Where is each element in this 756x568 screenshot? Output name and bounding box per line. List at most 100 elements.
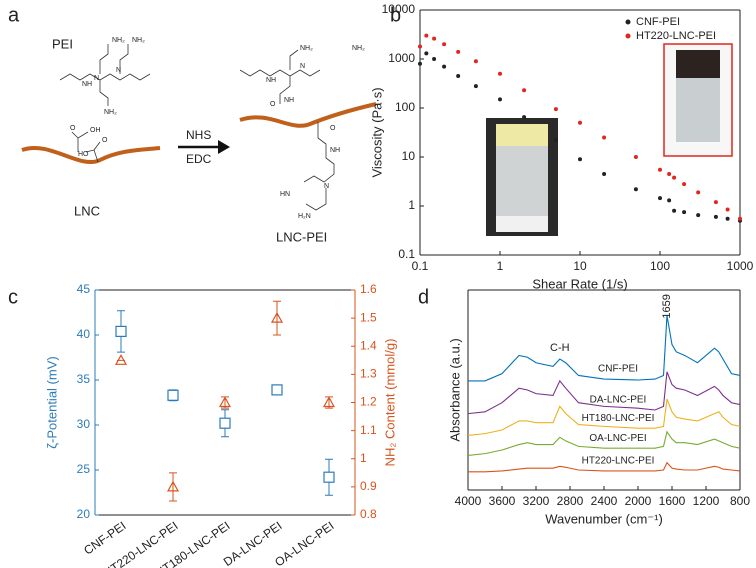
data-point xyxy=(658,196,662,201)
y-axis-label: Viscosity (Pa·s) xyxy=(369,87,384,177)
y-tick-label: 40 xyxy=(77,327,91,341)
error-bar xyxy=(273,300,281,336)
inset-photos xyxy=(486,43,733,236)
data-point xyxy=(498,71,502,76)
annotation: 1659 xyxy=(661,294,673,318)
x-axis-label: Wavenumber (cm⁻¹) xyxy=(545,511,663,526)
data-point xyxy=(432,36,437,41)
y2-tick-label: 1.1 xyxy=(360,423,377,437)
data-point xyxy=(633,155,638,159)
x-tick-label: 100 xyxy=(650,259,670,273)
product: LNC-PEI xyxy=(276,229,327,244)
y-tick-label: 45 xyxy=(77,282,91,296)
y-tick-label: 100 xyxy=(395,100,415,114)
chem-label: N xyxy=(94,75,99,82)
x-tick-label: 800 xyxy=(730,494,750,508)
chem-label: N xyxy=(300,63,305,70)
condition: NHS xyxy=(186,128,211,142)
data-point xyxy=(578,120,582,125)
condition: EDC xyxy=(186,152,212,166)
y-tick-label: 1000 xyxy=(388,51,415,65)
arrow-head xyxy=(218,140,230,154)
y-axis-label: Absorbance (a.u.) xyxy=(447,338,462,441)
chem-label: NH₂ xyxy=(104,109,117,116)
data-point xyxy=(473,84,478,89)
spectrum xyxy=(467,430,741,457)
chem-label: NH₂ xyxy=(132,37,145,44)
product-structure xyxy=(239,49,335,211)
data-point xyxy=(473,59,478,64)
y-axis-label: ζ-Potential (mV) xyxy=(44,356,59,448)
series-label: DA-LNC-PEI xyxy=(590,395,647,406)
y-tick-label: 30 xyxy=(77,417,91,431)
data-point xyxy=(218,396,232,408)
data-point xyxy=(522,115,527,120)
y-tick-label: 0.1 xyxy=(398,247,415,261)
chem-label: N xyxy=(116,67,121,74)
y-tick-label: 20 xyxy=(77,507,91,521)
photo-cap xyxy=(496,124,548,146)
chem-label: O xyxy=(330,125,336,132)
photo-cap xyxy=(676,50,720,78)
panel-label: b xyxy=(390,4,401,26)
chem-label: H₂N xyxy=(298,213,311,220)
pei-structure xyxy=(59,44,151,106)
chem-label: NH xyxy=(82,81,92,88)
data-point xyxy=(713,200,718,205)
photo-base xyxy=(496,216,548,232)
chem-label: NH xyxy=(330,147,340,154)
chem-label: O xyxy=(70,125,76,132)
y2-tick-label: 1.2 xyxy=(360,395,377,409)
y2-tick-label: 1.3 xyxy=(360,367,377,381)
data-point xyxy=(725,216,730,221)
data-point xyxy=(667,198,672,203)
data-point xyxy=(672,175,677,180)
x-axis-label: Shear Rate (1/s) xyxy=(532,276,627,291)
data-point xyxy=(553,107,558,112)
x-tick-label: 1200 xyxy=(693,494,720,508)
substrate: LNC xyxy=(74,203,100,218)
y2-tick-label: 1.4 xyxy=(360,338,377,352)
lnc-chain xyxy=(239,102,377,128)
data-point xyxy=(270,311,284,323)
data-point xyxy=(682,182,687,187)
y-tick-label: 10 xyxy=(402,149,416,163)
data-point xyxy=(672,208,677,213)
data-point xyxy=(166,480,180,492)
data-point xyxy=(696,190,701,195)
spectrum xyxy=(468,461,741,473)
data-point xyxy=(418,61,422,66)
y2-tick-label: 0.8 xyxy=(360,507,377,521)
panel-label: c xyxy=(8,286,18,308)
chem-label: NH xyxy=(266,77,276,84)
photo-vial xyxy=(496,146,548,216)
spectrum xyxy=(467,398,741,437)
annotation: C-H xyxy=(550,342,570,354)
panel-label: a xyxy=(8,4,20,26)
data-point xyxy=(578,157,582,162)
lnc-chain xyxy=(21,146,161,164)
x-tick-label: 1000 xyxy=(727,259,754,273)
legend-marker xyxy=(625,33,631,39)
legend-marker xyxy=(625,19,631,25)
x-tick-label: 1600 xyxy=(659,494,686,508)
photo-vial xyxy=(676,78,720,142)
y2-tick-label: 1.5 xyxy=(360,310,377,324)
data-point xyxy=(115,325,127,337)
data-point xyxy=(167,389,179,401)
data-point xyxy=(456,49,461,54)
x-tick-label: 2400 xyxy=(591,494,618,508)
data-point xyxy=(713,214,718,219)
data-point xyxy=(442,64,447,69)
panel-label: d xyxy=(418,286,429,308)
data-point xyxy=(271,384,283,396)
data-point xyxy=(424,51,429,56)
data-point xyxy=(658,167,662,172)
series-label: HT180-LNC-PEI xyxy=(582,413,655,424)
data-point xyxy=(323,471,335,483)
series-label: HT220-LNC-PEI xyxy=(582,456,655,467)
reagent: PEI xyxy=(52,36,73,51)
data-point xyxy=(553,138,558,143)
data-point xyxy=(522,88,527,93)
data-point xyxy=(432,57,437,61)
